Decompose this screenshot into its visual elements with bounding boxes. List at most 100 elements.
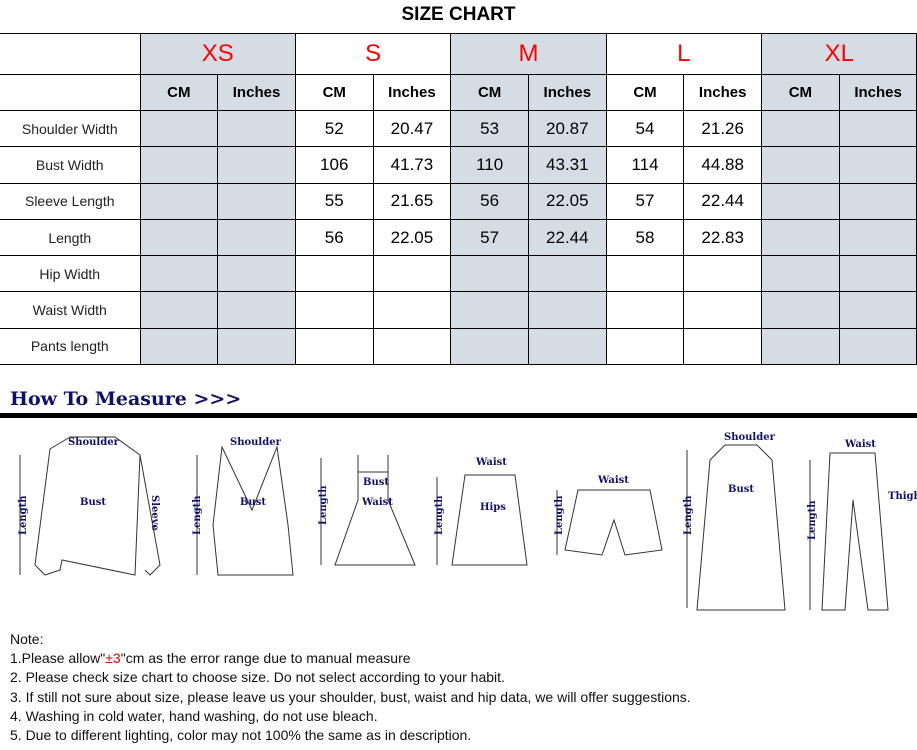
value-cell bbox=[372, 291, 452, 329]
svg-text:Bust: Bust bbox=[728, 484, 754, 495]
svg-text:Bust: Bust bbox=[240, 497, 266, 508]
value-cell bbox=[217, 146, 296, 184]
value-cell: 53 bbox=[450, 109, 529, 148]
value-cell: 22.44 bbox=[683, 182, 763, 220]
value-cell bbox=[139, 255, 219, 293]
svg-text:Shoulder: Shoulder bbox=[230, 437, 282, 448]
value-cell: 44.88 bbox=[683, 146, 763, 184]
value-cell bbox=[838, 182, 917, 220]
unit-header: Inches bbox=[527, 74, 607, 111]
svg-text:Shoulder: Shoulder bbox=[724, 432, 776, 443]
table-row: Sleeve Length 55 21.65 56 22.05 57 22.44 bbox=[0, 182, 917, 220]
value-cell: 57 bbox=[450, 218, 529, 257]
value-cell bbox=[838, 291, 917, 329]
value-cell bbox=[527, 255, 607, 293]
size-chart-table: XS S M L XL CM Inches CM Inches CM Inches CM Inches C… bbox=[0, 33, 917, 366]
value-cell: 20.87 bbox=[527, 109, 607, 148]
size-header: XL bbox=[761, 33, 917, 75]
svg-text:Length: Length bbox=[318, 485, 329, 525]
row-label: Shoulder Width bbox=[0, 109, 141, 148]
notes-heading: Note: bbox=[10, 631, 44, 647]
note-2: 2. Please check size chart to choose siz… bbox=[10, 669, 505, 686]
measurement-illustrations: Shoulder Bust Length Sleeve Shoulder Bus… bbox=[18, 432, 917, 611]
svg-text:Bust: Bust bbox=[80, 497, 106, 508]
value-cell bbox=[139, 146, 219, 184]
value-cell bbox=[372, 327, 452, 366]
value-cell: 21.65 bbox=[372, 182, 452, 220]
note-3: 3. If still not sure about size, please … bbox=[10, 688, 691, 705]
note-4: 4. Washing in cold water, hand washing, … bbox=[10, 707, 378, 724]
value-cell bbox=[683, 291, 763, 329]
row-label: Bust Width bbox=[0, 146, 141, 184]
value-cell bbox=[838, 255, 917, 293]
svg-text:Waist: Waist bbox=[475, 457, 507, 468]
notes: Note: 1.Please allow"±3"cm as the error … bbox=[10, 630, 691, 745]
value-cell bbox=[372, 255, 452, 293]
note-5: 5. Due to different lighting, color may … bbox=[10, 727, 472, 744]
row-label: Pants length bbox=[0, 327, 141, 366]
corner-cell bbox=[0, 33, 141, 75]
svg-text:Shoulder: Shoulder bbox=[68, 437, 120, 448]
coat-figure: Shoulder Bust Length bbox=[683, 432, 786, 611]
value-cell: 55 bbox=[294, 182, 374, 220]
corner-cell bbox=[0, 74, 141, 111]
table-row: Hip Width bbox=[0, 255, 917, 293]
size-header: XS bbox=[139, 33, 296, 75]
value-cell: 22.05 bbox=[527, 182, 607, 220]
unit-header: CM bbox=[761, 74, 840, 111]
value-cell bbox=[605, 255, 685, 293]
value-cell bbox=[761, 146, 840, 184]
value-cell: 110 bbox=[450, 146, 529, 184]
pants-figure: Waist Thigh Length bbox=[807, 439, 917, 611]
svg-text:Waist: Waist bbox=[361, 497, 393, 508]
value-cell: 41.73 bbox=[372, 146, 452, 184]
value-cell bbox=[761, 255, 840, 293]
row-label: Length bbox=[0, 218, 141, 257]
unit-header: CM bbox=[294, 74, 374, 111]
value-cell: 57 bbox=[605, 182, 685, 220]
value-cell bbox=[838, 327, 917, 366]
value-cell bbox=[605, 291, 685, 329]
value-cell: 22.83 bbox=[683, 218, 763, 257]
size-header: S bbox=[294, 33, 452, 75]
value-cell bbox=[294, 291, 374, 329]
svg-text:Length: Length bbox=[192, 495, 203, 535]
value-cell bbox=[527, 327, 607, 366]
svg-text:Length: Length bbox=[434, 495, 445, 535]
table-row: Pants length bbox=[0, 327, 917, 366]
value-cell: 114 bbox=[605, 146, 685, 184]
svg-text:Length: Length bbox=[554, 495, 565, 535]
tank-top-figure: Shoulder Bust Length bbox=[192, 437, 294, 576]
value-cell bbox=[838, 146, 917, 184]
unit-header: Inches bbox=[217, 74, 296, 111]
svg-text:Sleeve: Sleeve bbox=[149, 495, 160, 531]
unit-header: Inches bbox=[372, 74, 452, 111]
value-cell: 22.05 bbox=[372, 218, 452, 257]
skirt-figure: Waist Hips Length bbox=[434, 457, 528, 566]
value-cell bbox=[139, 327, 219, 366]
value-cell bbox=[683, 255, 763, 293]
value-cell: 20.47 bbox=[372, 109, 452, 148]
size-header: L bbox=[605, 33, 763, 75]
page-title: SIZE CHART bbox=[401, 4, 516, 25]
value-cell bbox=[294, 255, 374, 293]
value-cell bbox=[217, 182, 296, 220]
size-header: M bbox=[450, 33, 607, 75]
svg-text:Hips: Hips bbox=[480, 502, 506, 513]
unit-header: Inches bbox=[683, 74, 763, 111]
unit-header: CM bbox=[139, 74, 219, 111]
value-cell bbox=[761, 291, 840, 329]
note-1: 1.Please allow"±3"cm as the error range … bbox=[10, 650, 411, 667]
value-cell bbox=[139, 291, 219, 329]
unit-header: CM bbox=[605, 74, 685, 111]
svg-text:Bust: Bust bbox=[363, 477, 389, 488]
value-cell: 22.44 bbox=[527, 218, 607, 257]
value-cell bbox=[217, 291, 296, 329]
unit-header: Inches bbox=[838, 74, 917, 111]
value-cell bbox=[139, 182, 219, 220]
value-cell bbox=[761, 218, 840, 257]
value-cell: 106 bbox=[294, 146, 374, 184]
value-cell bbox=[217, 109, 296, 148]
value-cell bbox=[450, 327, 529, 366]
value-cell bbox=[761, 327, 840, 366]
